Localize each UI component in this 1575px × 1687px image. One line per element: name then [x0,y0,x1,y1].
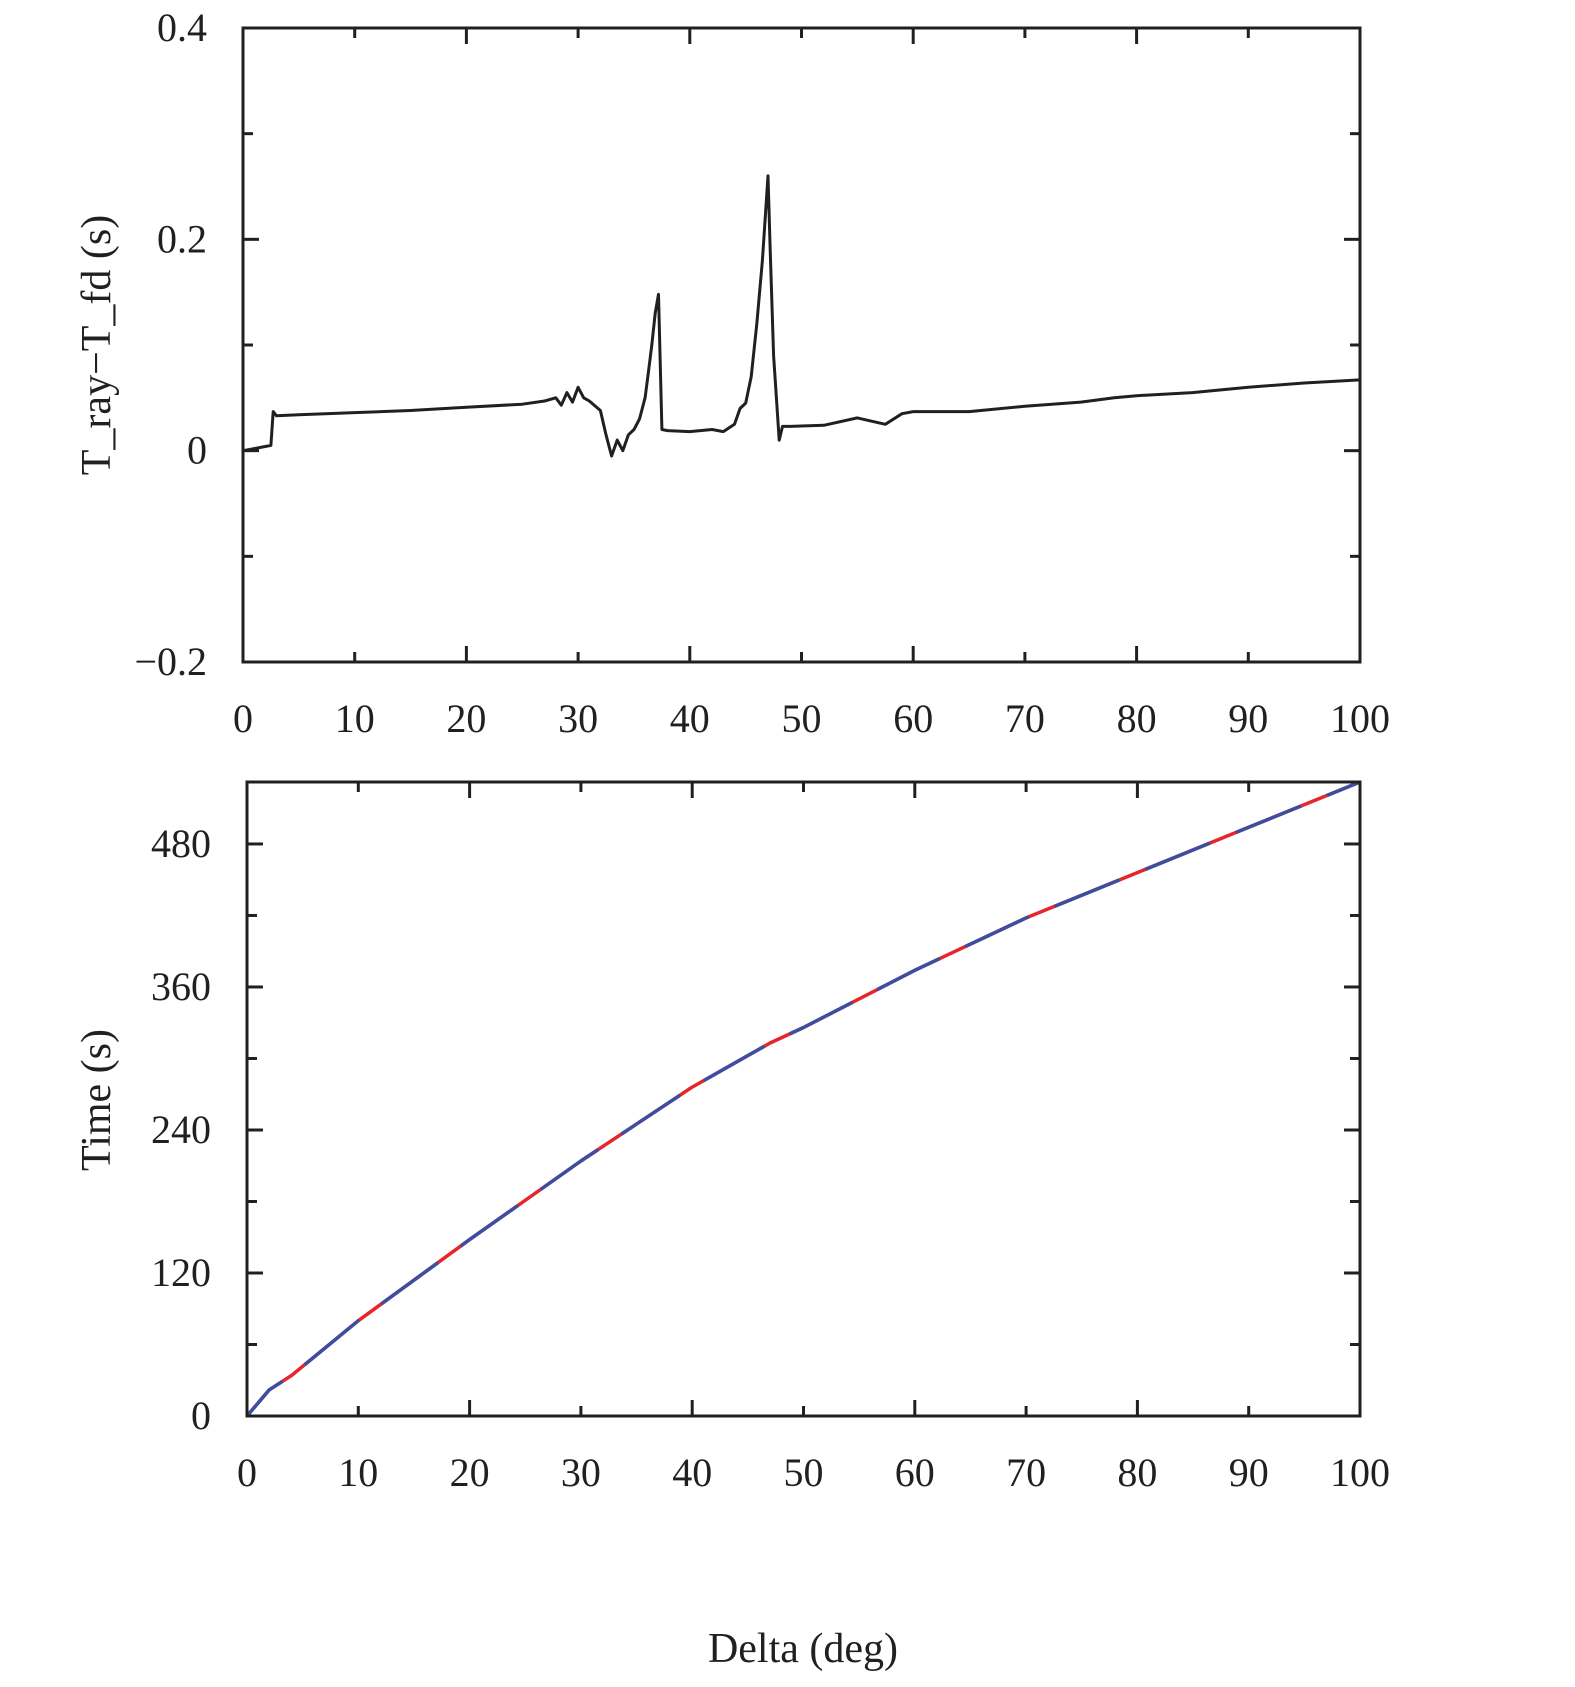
x-tick-label: 0 [233,696,253,741]
y-tick-label: 240 [151,1107,211,1152]
top-chart-y-tick-labels: −0.2 0 0.2 0.4 [134,5,207,684]
x-tick-label: 0 [237,1450,257,1495]
bottom-chart-y-axis-label: Time (s) [74,1029,120,1171]
top-chart-x-tick-labels: 0 10 20 30 40 50 60 70 80 90 100 [233,696,1390,741]
x-tick-label: 60 [893,696,933,741]
y-tick-label: 480 [151,821,211,866]
bottom-chart-x-axis-label: Delta (deg) [708,1626,898,1672]
bottom-chart-frame [245,780,1362,1418]
x-tick-label: 30 [558,696,598,741]
x-tick-label: 40 [672,1450,712,1495]
x-tick-label: 70 [1005,696,1045,741]
y-tick-label: 360 [151,964,211,1009]
y-tick-label: 0.2 [157,216,207,261]
bottom-chart-plot-area [245,780,1361,1418]
x-tick-label: 20 [446,696,486,741]
x-tick-label: 10 [338,1450,378,1495]
bottom-chart-x-tick-labels: 0 10 20 30 40 50 60 70 80 90 100 [237,1450,1390,1495]
x-tick-label: 90 [1229,1450,1269,1495]
top-chart-ticks [243,28,1360,662]
x-tick-label: 100 [1330,1450,1390,1495]
bottom-chart-panel: 0 10 20 30 40 50 60 70 80 90 100 0 120 240 360 480 Tim… [74,780,1390,1672]
x-tick-label: 100 [1330,696,1390,741]
y-tick-label: 120 [151,1250,211,1295]
series-line [245,780,1361,1418]
top-chart-plot-area [242,174,1361,458]
top-chart-frame [241,26,1362,664]
top-chart-y-axis-label: T_ray−T_fd (s) [74,215,120,475]
top-chart-panel: 0 10 20 30 40 50 60 70 80 90 100 −0.2 0 0.2 0.4 T_ray… [74,5,1390,741]
series-line [242,174,1361,458]
y-tick-label: 0 [187,428,207,473]
y-tick-label: −0.2 [134,639,207,684]
x-tick-label: 80 [1117,1450,1157,1495]
x-tick-label: 30 [561,1450,601,1495]
bottom-chart-ticks [247,782,1360,1416]
x-tick-label: 10 [335,696,375,741]
x-tick-label: 50 [784,1450,824,1495]
x-tick-label: 40 [670,696,710,741]
x-tick-label: 70 [1006,1450,1046,1495]
x-tick-label: 20 [450,1450,490,1495]
series-line [245,780,1361,1418]
x-tick-label: 90 [1228,696,1268,741]
y-tick-label: 0 [191,1393,211,1438]
y-tick-label: 0.4 [157,5,207,50]
x-tick-label: 50 [782,696,822,741]
x-tick-label: 80 [1117,696,1157,741]
bottom-chart-y-tick-labels: 0 120 240 360 480 [151,821,211,1438]
x-tick-label: 60 [895,1450,935,1495]
